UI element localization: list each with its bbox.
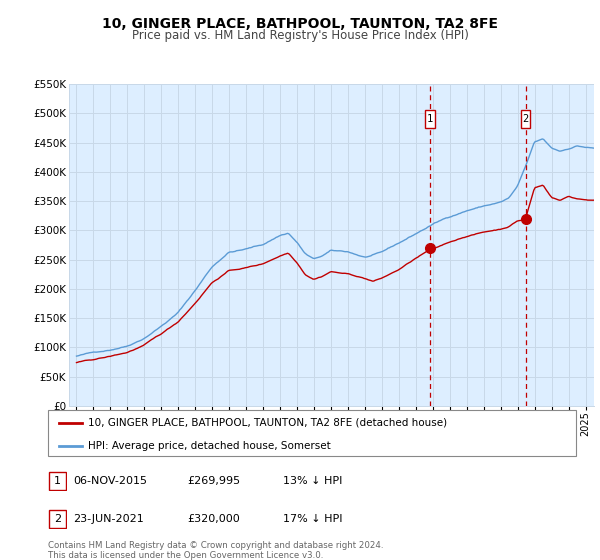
Text: 2: 2 bbox=[523, 114, 529, 124]
FancyBboxPatch shape bbox=[49, 510, 66, 528]
FancyBboxPatch shape bbox=[521, 110, 530, 128]
FancyBboxPatch shape bbox=[49, 472, 66, 490]
Text: £320,000: £320,000 bbox=[187, 514, 240, 524]
Text: 1: 1 bbox=[427, 114, 433, 124]
Text: 06-NOV-2015: 06-NOV-2015 bbox=[73, 476, 147, 486]
Text: 13% ↓ HPI: 13% ↓ HPI bbox=[283, 476, 343, 486]
FancyBboxPatch shape bbox=[48, 410, 576, 456]
Text: Contains HM Land Registry data © Crown copyright and database right 2024.
This d: Contains HM Land Registry data © Crown c… bbox=[48, 541, 383, 560]
Text: 17% ↓ HPI: 17% ↓ HPI bbox=[283, 514, 343, 524]
Text: £269,995: £269,995 bbox=[187, 476, 241, 486]
Text: Price paid vs. HM Land Registry's House Price Index (HPI): Price paid vs. HM Land Registry's House … bbox=[131, 29, 469, 42]
FancyBboxPatch shape bbox=[425, 110, 435, 128]
Text: 10, GINGER PLACE, BATHPOOL, TAUNTON, TA2 8FE (detached house): 10, GINGER PLACE, BATHPOOL, TAUNTON, TA2… bbox=[88, 418, 447, 428]
Text: 10, GINGER PLACE, BATHPOOL, TAUNTON, TA2 8FE: 10, GINGER PLACE, BATHPOOL, TAUNTON, TA2… bbox=[102, 17, 498, 31]
Text: 23-JUN-2021: 23-JUN-2021 bbox=[73, 514, 144, 524]
Text: HPI: Average price, detached house, Somerset: HPI: Average price, detached house, Some… bbox=[88, 441, 331, 451]
Text: 2: 2 bbox=[54, 514, 61, 524]
Text: 1: 1 bbox=[54, 476, 61, 486]
